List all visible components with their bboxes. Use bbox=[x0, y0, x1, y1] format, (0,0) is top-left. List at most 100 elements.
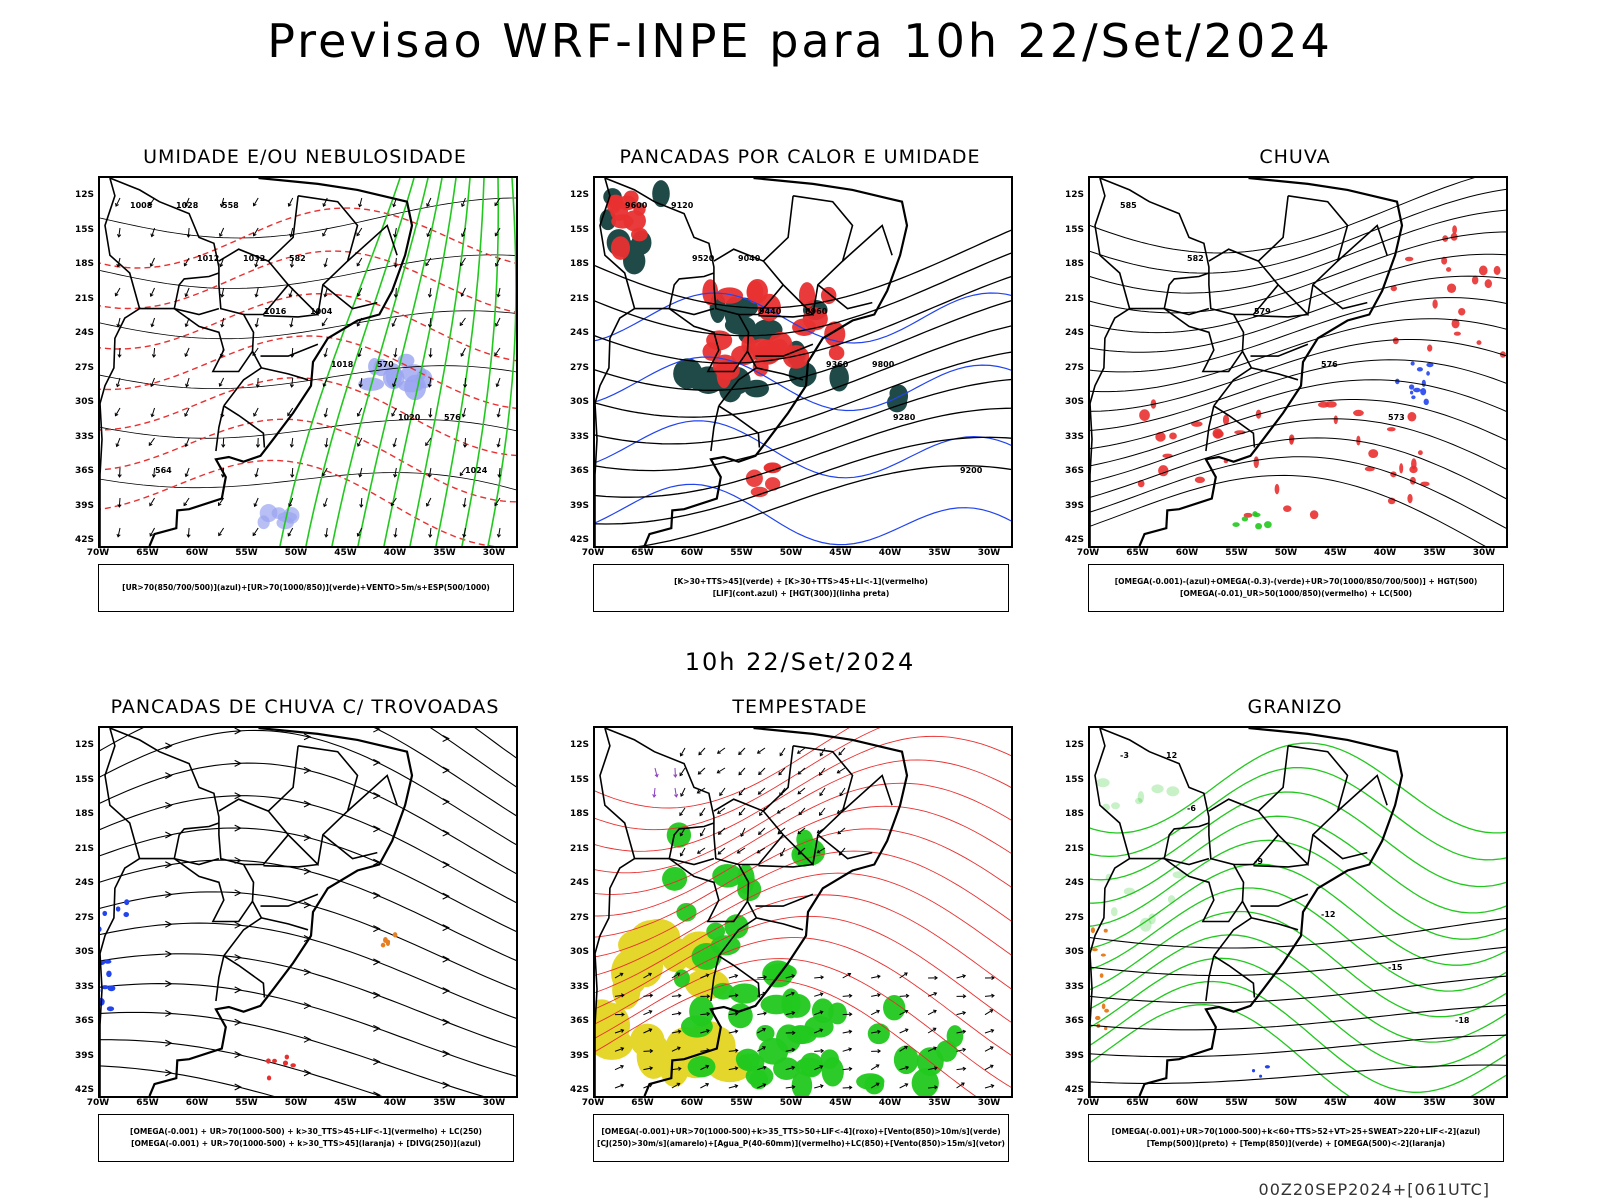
shaded-area bbox=[623, 247, 646, 275]
panel-legend: [OMEGA(-0.001) + UR>70(1000-500) + k>30_… bbox=[98, 1114, 514, 1162]
contour-label: 12 bbox=[1166, 751, 1177, 760]
isoline bbox=[1090, 231, 1506, 314]
shaded-area bbox=[1447, 283, 1457, 294]
wind-vector bbox=[460, 257, 466, 266]
wind-vector bbox=[956, 1082, 965, 1089]
map-frame bbox=[98, 726, 518, 1098]
shaded-area bbox=[662, 866, 688, 891]
legend-line: [Temp(500)](preto) + [Temp(850)](verde) … bbox=[1146, 1139, 1446, 1148]
latitude-tick-label: 21S bbox=[1064, 293, 1084, 304]
wind-vector-head bbox=[962, 1047, 967, 1052]
wind-vector-head bbox=[620, 1028, 625, 1033]
wind-vector-head bbox=[149, 502, 153, 507]
shaded-area bbox=[1420, 388, 1427, 396]
flow-arrow bbox=[373, 858, 381, 866]
humidity-contour bbox=[331, 178, 429, 546]
border-line bbox=[267, 195, 359, 317]
shaded-area bbox=[1090, 927, 1096, 934]
wind-vector-head bbox=[322, 203, 327, 207]
shaded-area bbox=[277, 511, 297, 523]
shaded-area bbox=[1408, 384, 1415, 390]
wind-vector-head bbox=[117, 504, 122, 508]
wind-vector bbox=[842, 1086, 852, 1089]
border-line bbox=[1312, 284, 1368, 310]
border-line bbox=[109, 178, 263, 407]
wind-vector-head bbox=[717, 831, 722, 835]
border-line bbox=[322, 834, 378, 860]
shaded-area bbox=[1148, 913, 1156, 925]
wind-vector bbox=[870, 1082, 880, 1089]
wind-vector bbox=[220, 197, 225, 207]
wind-vector-head bbox=[904, 1028, 909, 1033]
latitude-tick-label: 12S bbox=[569, 190, 589, 200]
wind-vector-head bbox=[288, 293, 293, 298]
isoline bbox=[100, 292, 516, 362]
wind-vector bbox=[899, 1083, 908, 1089]
wind-vector bbox=[323, 377, 328, 387]
latitude-tick-label: 12S bbox=[74, 740, 94, 750]
wind-vector bbox=[871, 1030, 881, 1034]
isoline bbox=[595, 728, 881, 831]
wind-vector bbox=[819, 767, 826, 776]
wind-vector-head bbox=[184, 413, 189, 417]
shaded-area bbox=[1423, 398, 1429, 405]
wind-vector bbox=[185, 467, 190, 477]
border-line bbox=[173, 272, 220, 316]
wind-vector bbox=[357, 287, 363, 297]
wind-vector bbox=[325, 437, 328, 447]
wind-vector bbox=[643, 1010, 652, 1016]
wind-vector bbox=[148, 437, 155, 446]
wind-vector-head bbox=[848, 1012, 853, 1017]
wind-vector-head bbox=[462, 503, 467, 508]
wind-vector-head bbox=[758, 831, 762, 835]
wind-vector bbox=[497, 287, 501, 297]
panel-title: CHUVA bbox=[1259, 146, 1331, 168]
wind-vector-head bbox=[738, 771, 743, 776]
wind-vector bbox=[700, 827, 706, 837]
shaded-area bbox=[828, 345, 845, 361]
shaded-area bbox=[1166, 786, 1180, 797]
border-line bbox=[668, 307, 749, 373]
border-line bbox=[604, 728, 758, 957]
shaded-area bbox=[630, 1023, 665, 1058]
wind-vector-head bbox=[962, 1066, 967, 1071]
wind-vector bbox=[148, 197, 155, 206]
shaded-area bbox=[749, 1070, 768, 1090]
wind-vector bbox=[837, 767, 846, 774]
wind-vector-head bbox=[115, 203, 119, 207]
wind-vector bbox=[153, 347, 156, 358]
latitude-tick-label: 21S bbox=[74, 293, 94, 304]
wind-vector bbox=[842, 1068, 852, 1071]
wind-vector-head bbox=[904, 1045, 908, 1050]
wind-vector bbox=[797, 787, 806, 795]
contour-label: 9120 bbox=[671, 201, 694, 210]
isoline bbox=[1090, 178, 1475, 254]
shaded-area bbox=[1426, 362, 1434, 368]
wind-vector-head bbox=[460, 293, 465, 297]
wind-vector bbox=[253, 227, 259, 236]
shaded-area bbox=[1392, 337, 1399, 345]
wind-vector-head bbox=[848, 1047, 853, 1052]
wind-vector bbox=[494, 197, 501, 206]
wind-vector bbox=[151, 407, 156, 417]
border-line bbox=[1090, 953, 1093, 1096]
wind-vector bbox=[758, 827, 766, 835]
wind-vector-head bbox=[677, 1029, 682, 1034]
wind-vector bbox=[679, 827, 686, 837]
isoline bbox=[1090, 456, 1506, 529]
wind-vector-head bbox=[699, 832, 704, 837]
wind-vector-head bbox=[652, 794, 657, 798]
wind-vector-head bbox=[322, 503, 327, 508]
flow-arrow bbox=[303, 867, 312, 875]
border-line bbox=[718, 955, 761, 998]
shaded-area bbox=[1264, 521, 1272, 529]
wind-vector bbox=[757, 1046, 766, 1052]
border-line bbox=[100, 307, 175, 404]
shaded-area bbox=[750, 486, 769, 498]
wind-vector bbox=[359, 197, 363, 207]
wind-vector-head bbox=[679, 812, 683, 817]
latitude-tick-label: 24S bbox=[569, 878, 589, 888]
wind-vector-head bbox=[428, 414, 433, 418]
wind-vector bbox=[254, 497, 259, 507]
longitude-tick-label: 30W bbox=[1472, 548, 1496, 558]
